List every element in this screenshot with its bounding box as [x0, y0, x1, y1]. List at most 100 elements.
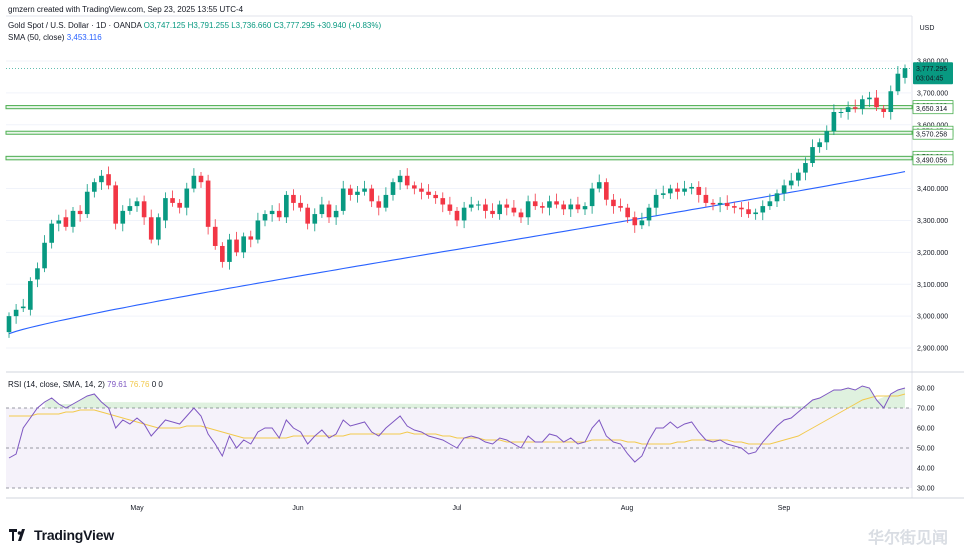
candle-body: [70, 210, 76, 227]
candle-body: [867, 97, 872, 100]
candle-body: [831, 111, 837, 132]
candle-body: [63, 217, 69, 227]
candle-body: [184, 188, 190, 208]
x-tick-label: Jun: [292, 505, 303, 512]
y-tick-label: 3,400.000: [917, 186, 948, 193]
x-tick-label: Sep: [778, 505, 791, 512]
candle-body: [739, 207, 744, 210]
candle-body: [141, 201, 147, 218]
candle-body: [490, 210, 495, 215]
candle-body: [440, 198, 446, 205]
candle-body: [383, 194, 389, 208]
candle-body: [483, 204, 488, 211]
candle-body: [255, 220, 261, 240]
candle-body: [276, 210, 282, 218]
watermark-text: 华尔街见闻: [867, 530, 948, 547]
candle-body: [163, 198, 168, 221]
candle-body: [632, 217, 638, 226]
rsi-extra: 0 0: [151, 380, 163, 389]
candle-body: [497, 204, 502, 215]
candle-body: [291, 194, 296, 203]
candle-body: [113, 185, 118, 224]
y-tick-label: 3,700.000: [917, 90, 948, 97]
candle-body: [525, 201, 531, 218]
candle-body: [454, 210, 460, 221]
rsi-tick-label: 70.00: [917, 406, 935, 413]
candle-body: [788, 180, 794, 186]
candle-body: [511, 207, 517, 213]
candle-body: [177, 202, 182, 208]
rsi-sma-value: 76.76: [129, 380, 150, 389]
sma-label: SMA (50, close): [8, 33, 65, 42]
candle-body: [774, 193, 780, 202]
candle-body: [682, 188, 687, 192]
candle-body: [796, 172, 801, 181]
candle-body: [326, 204, 332, 218]
tradingview-logo-text: TradingView: [34, 527, 115, 543]
candle-body: [404, 175, 410, 186]
candle-body: [134, 201, 140, 207]
candle-body: [476, 204, 481, 206]
candle-body: [227, 239, 232, 262]
candle-body: [547, 201, 552, 208]
rsi-value: 79.61: [107, 380, 128, 389]
candle-body: [28, 281, 33, 310]
candle-body: [426, 191, 431, 195]
support-zone: [5, 105, 913, 110]
y-tick-label: 3,300.000: [917, 218, 948, 225]
candle-body: [419, 188, 424, 192]
candle-body: [220, 245, 225, 262]
candle-body: [312, 214, 318, 224]
candle-body: [611, 199, 616, 207]
candle-body: [234, 239, 239, 253]
candle-body: [540, 206, 545, 208]
candle-body: [803, 163, 808, 173]
candle-body: [902, 68, 908, 78]
candle-body: [156, 217, 161, 240]
candle-body: [333, 210, 339, 218]
candle-body: [376, 201, 382, 208]
candle-body: [120, 210, 126, 224]
rsi-tick-label: 40.00: [917, 466, 935, 473]
y-tick-label: 3,000.000: [917, 314, 948, 321]
attribution-text: gmzern created with TradingView.com, Sep…: [8, 5, 244, 14]
candle-body: [262, 214, 268, 221]
candle-body: [732, 206, 737, 208]
candle-body: [362, 188, 367, 192]
y-tick-label: 3,600.000: [917, 122, 948, 129]
last-price-tag: [913, 62, 953, 85]
candle-body: [703, 194, 709, 203]
candle-body: [42, 242, 47, 269]
candle-body: [77, 210, 83, 215]
y-tick-label: 2,900.000: [917, 346, 948, 353]
candle-body: [689, 186, 694, 189]
support-zone: [5, 130, 913, 135]
candle-body: [56, 220, 62, 224]
zone-price-label: 3,570.258: [916, 132, 947, 139]
rsi-tick-label: 60.00: [917, 426, 935, 433]
candle-body: [895, 73, 901, 92]
support-zone: [5, 155, 913, 161]
zone-price-tag: [912, 103, 954, 115]
candle-body: [397, 175, 403, 183]
y-tick-label: 3,800.000: [917, 58, 948, 65]
candle-body: [554, 201, 559, 205]
candle-body: [355, 191, 360, 195]
candle-body: [99, 175, 104, 183]
tradingview-logo[interactable]: TradingView: [9, 527, 114, 543]
rsi-tick-label: 50.00: [917, 446, 935, 453]
candle-body: [106, 174, 111, 186]
rsi-tick-label: 30.00: [917, 486, 935, 493]
symbol-title: Gold Spot / U.S. Dollar · 1D · OANDA: [8, 21, 142, 30]
candle-body: [724, 202, 730, 207]
candle-body: [781, 185, 787, 194]
x-tick-label: Jul: [453, 505, 462, 512]
candle-body: [561, 204, 566, 210]
candle-body: [888, 91, 894, 112]
sma-line: [8, 171, 906, 335]
candle-body: [532, 201, 538, 207]
candle-body: [810, 147, 815, 164]
rsi-header: RSI (14, close, SMA, 14, 2) 79.61 76.76 …: [8, 380, 163, 389]
candle-body: [710, 202, 716, 205]
